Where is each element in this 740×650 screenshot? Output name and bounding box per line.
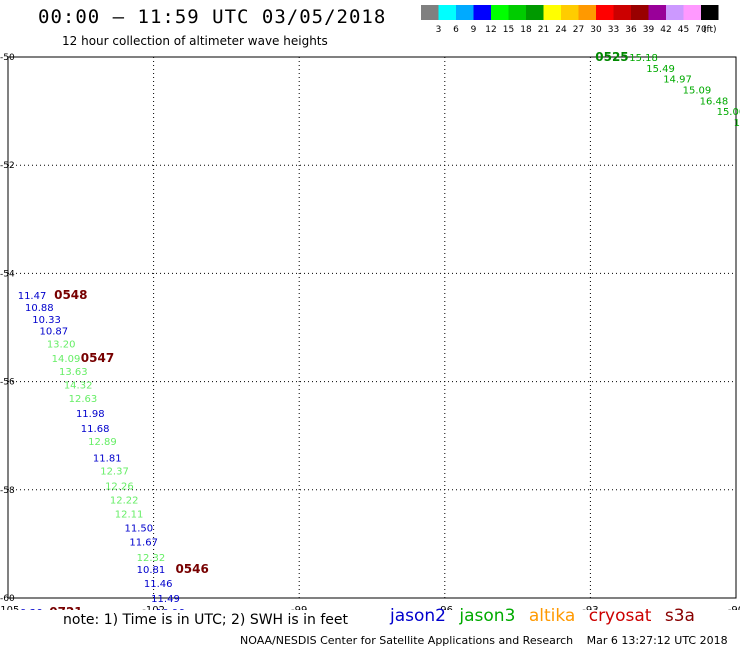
legend-swatch [666,5,684,20]
y-tick-label: -52 [0,161,15,171]
sat-jason3: jason3 [459,606,516,626]
legend-label: 70 [695,25,707,35]
legend-swatch [526,5,544,20]
satellite-legend: jason2 jason3 altika cryosat s3a [390,606,703,626]
wave-height-value: 11.67 [129,538,158,549]
y-tick-label: -54 [0,269,15,279]
pass-time-label: 0721 [49,605,82,610]
legend-swatch [456,5,474,20]
pass-time-label: 0547 [81,351,114,365]
wave-height-value: 15.00 [717,107,740,118]
legend-swatch [473,5,491,20]
legend-label: 39 [643,25,655,35]
y-tick-label: -56 [0,378,15,388]
wave-height-value: 10.33 [32,315,61,326]
legend-swatch [543,5,561,20]
wave-height-value: 15.09 [683,85,712,96]
x-tick-label: -93 [582,605,598,610]
legend-swatch [438,5,456,20]
wave-height-value: 11.68 [81,424,110,435]
wave-height-value: 15.05 [734,118,740,129]
legend-label: 24 [555,25,567,35]
pass-time-label: 0525 [595,50,628,64]
legend-label: 42 [660,25,671,35]
wave-height-color-legend: 3 6 9 12 15 18 21 24 27 30 33 36 39 42 45 70(ft) [421,5,719,35]
pass-time-label: 0546 [175,562,208,576]
legend-label: 18 [520,25,532,35]
credit-org: NOAA/NESDIS Center for Satellite Applica… [240,634,574,647]
y-tick-label: -58 [0,486,15,496]
wave-height-value: 14.97 [663,75,692,86]
credit-line: NOAA/NESDIS Center for Satellite Applica… [240,634,738,647]
footer-note: note: 1) Time is in UTC; 2) SWH is in fe… [63,612,349,628]
legend-swatch [683,5,701,20]
wave-height-value: 10.81 [137,565,166,576]
legend-swatch [561,5,579,20]
page-subtitle: 12 hour collection of altimeter wave hei… [62,34,328,48]
wave-height-value: 10.96 [156,608,185,610]
legend-swatch [701,5,719,20]
wave-height-readings: 15.1815.4914.9715.0916.4815.0015.0514.92… [18,50,740,610]
wave-height-value: 11.47 [18,291,47,302]
legend-swatch [648,5,666,20]
wave-height-value: 16.48 [700,96,729,107]
legend-label: 45 [678,25,689,35]
wave-height-value: 11.50 [124,524,153,535]
x-tick-label: -102 [142,605,165,610]
wave-height-value: 11.98 [76,409,105,420]
wave-height-value: 13.20 [47,340,76,351]
legend-swatch [421,5,439,20]
wave-height-value: 12.22 [110,496,139,507]
wave-height-value: 15.18 [629,53,658,64]
credit-timestamp: Mar 6 13:27:12 UTC 2018 [586,634,728,647]
sat-cryosat: cryosat [588,606,652,626]
wave-height-value: 12.37 [100,466,129,477]
page-title: 00:00 – 11:59 UTC 03/05/2018 [38,6,387,28]
legend-swatch [578,5,596,20]
wave-height-value: 9.36 [20,608,42,610]
legend-label: (ft) [703,25,717,35]
legend-label: 36 [625,25,637,35]
wave-height-value: 15.49 [646,64,675,75]
legend-swatch [613,5,631,20]
sat-altika: altika [528,606,576,626]
legend-label: 27 [573,25,584,35]
wave-height-value: 10.88 [25,303,54,314]
legend-swatch [491,5,509,20]
wave-height-value: 14.32 [64,380,93,391]
wave-height-value: 11.81 [93,453,122,464]
wave-height-value: 12.26 [105,481,134,492]
wave-height-value: 14.09 [52,354,81,365]
wave-height-value: 13.63 [59,367,88,378]
altimeter-map: -105-102-99-96-93-90-50-52-54-56-58-6015… [0,50,740,610]
legend-swatch [508,5,526,20]
wave-height-value: 11.46 [144,579,173,590]
legend-label: 33 [608,25,619,35]
x-tick-label: -90 [728,605,740,610]
x-tick-label: -105 [0,605,19,610]
wave-height-value: 12.32 [137,553,166,564]
y-tick-label: -60 [0,594,15,604]
wave-height-value: 12.63 [69,394,98,405]
x-tick-label: -99 [291,605,307,610]
wave-height-value: 10.87 [40,327,69,338]
legend-label: 6 [453,25,459,35]
sat-jason2: jason2 [390,606,446,626]
legend-label: 15 [503,25,514,35]
legend-label: 9 [471,25,477,35]
x-tick-label: -96 [437,605,453,610]
wave-height-value: 12.11 [115,510,144,521]
wave-height-value: 11.49 [151,594,180,605]
pass-time-label: 0548 [54,288,87,302]
map-frame [7,56,737,599]
y-tick-label: -50 [0,53,15,63]
legend-swatch [631,5,649,20]
legend-label: 30 [590,25,602,35]
sat-s3a: s3a [664,606,695,626]
legend-label: 12 [485,25,496,35]
wave-height-value: 12.89 [88,437,117,448]
legend-label: 21 [538,25,549,35]
legend-label: 3 [436,25,442,35]
legend-swatch [596,5,614,20]
